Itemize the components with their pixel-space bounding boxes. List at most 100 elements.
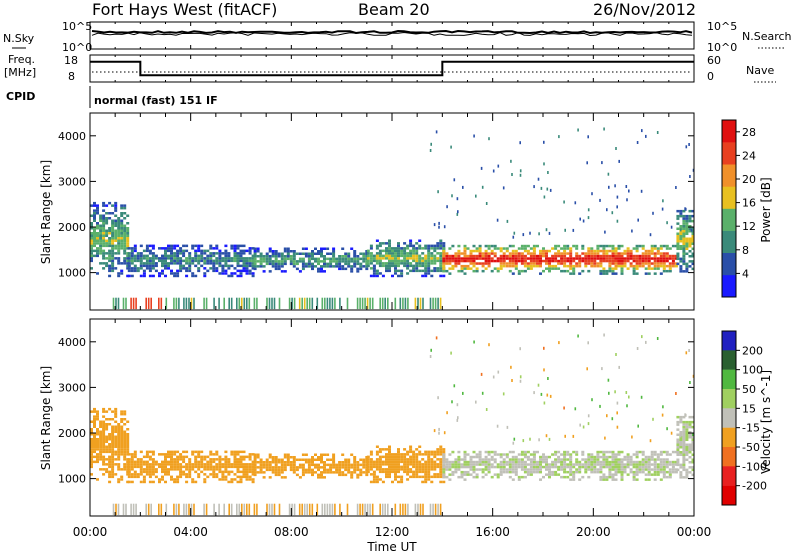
velocity-cell [685,438,689,441]
velocity-cell [145,473,149,476]
velocity-cell [253,471,257,474]
velocity-cell [283,456,287,459]
velocity-cell [191,463,195,466]
velocity-cell [668,473,672,476]
velocity-cell [653,470,657,474]
velocity-cell [289,461,293,464]
power-cell [262,265,266,268]
velocity-cell [469,458,473,461]
velocity-cell [394,465,397,469]
velocity-cell [685,443,689,446]
power-cell [123,244,127,248]
power-cell [429,297,432,310]
power-cell [656,262,660,265]
power-cell [111,252,115,255]
power-cell [685,219,689,223]
velocity-cell [679,441,683,444]
velocity-cell [605,465,609,469]
velocity-cell [311,461,314,464]
velocity-cell [451,465,455,469]
power-cell [188,267,192,270]
velocity-cell [366,468,370,471]
noise-sky-trace [91,29,693,35]
velocity-cell [200,450,204,454]
power-cell [539,249,542,253]
velocity-cell [111,463,115,466]
power-cell [176,254,180,258]
power-cell [151,264,155,268]
velocity-cell [397,450,400,454]
power-cell [475,257,479,260]
velocity-cell [332,458,336,461]
velocity-cell [688,415,692,419]
power-cell [117,217,121,220]
velocity-cell [133,460,137,464]
power-cell [520,254,524,258]
velocity-cell [511,450,515,454]
power-cell [412,244,416,248]
power-cell [145,259,149,263]
power-cell [407,297,409,310]
velocity-cell [439,458,443,461]
power-cell [123,229,127,232]
velocity-cell [271,503,273,516]
velocity-cell [344,468,348,472]
power-cell [215,247,219,250]
power-cell [102,267,106,270]
velocity-cell [406,453,410,456]
power-cell [105,264,109,268]
power-cell [584,252,588,255]
velocity-cell [560,453,564,456]
power-cell [385,262,388,265]
velocity-cell [520,458,524,461]
velocity-cell [563,465,567,469]
power-cell [311,265,314,268]
velocity-cell [283,466,287,469]
velocity-cell [632,453,636,456]
power-cell [690,228,693,232]
power-cell [626,267,630,270]
power-cell [448,257,452,260]
power-cell [142,249,146,253]
power-cell [179,262,183,265]
velocity-cell [427,470,431,474]
velocity-cell [691,443,695,446]
velocity-cell [102,435,106,438]
velocity-cell [596,460,600,464]
power-cell [442,264,446,268]
velocity-cell [616,401,619,405]
power-cell [212,259,216,263]
power-cell [456,197,459,201]
velocity-cell [173,480,177,484]
velocity-cell [496,453,500,456]
power-cell [206,249,210,253]
velocity-cell [492,375,495,379]
power-cell [246,297,248,310]
velocity-cell [301,458,305,461]
velocity-cell [317,463,320,467]
power-cell [493,247,497,250]
power-cell [335,262,339,266]
power-cell [347,265,351,268]
velocity-cell [96,418,99,421]
power-cell [271,260,275,263]
velocity-cell [238,503,241,516]
velocity-cell [253,456,257,459]
velocity-cell [280,466,284,469]
velocity-cell [245,463,249,466]
power-cell [286,247,290,250]
power-cell [511,244,515,248]
velocity-cell [372,475,376,479]
velocity-cell [301,468,305,472]
velocity-cell [96,440,99,443]
velocity-cell [303,503,306,516]
velocity-cell [682,431,686,434]
power-cell [356,270,360,273]
velocity-cell [409,460,413,464]
velocity-cell [142,455,146,459]
power-cell [356,260,360,263]
power-cell [460,257,464,260]
power-cell [514,249,518,253]
velocity-cell [439,460,443,464]
velocity-cell [605,458,609,461]
